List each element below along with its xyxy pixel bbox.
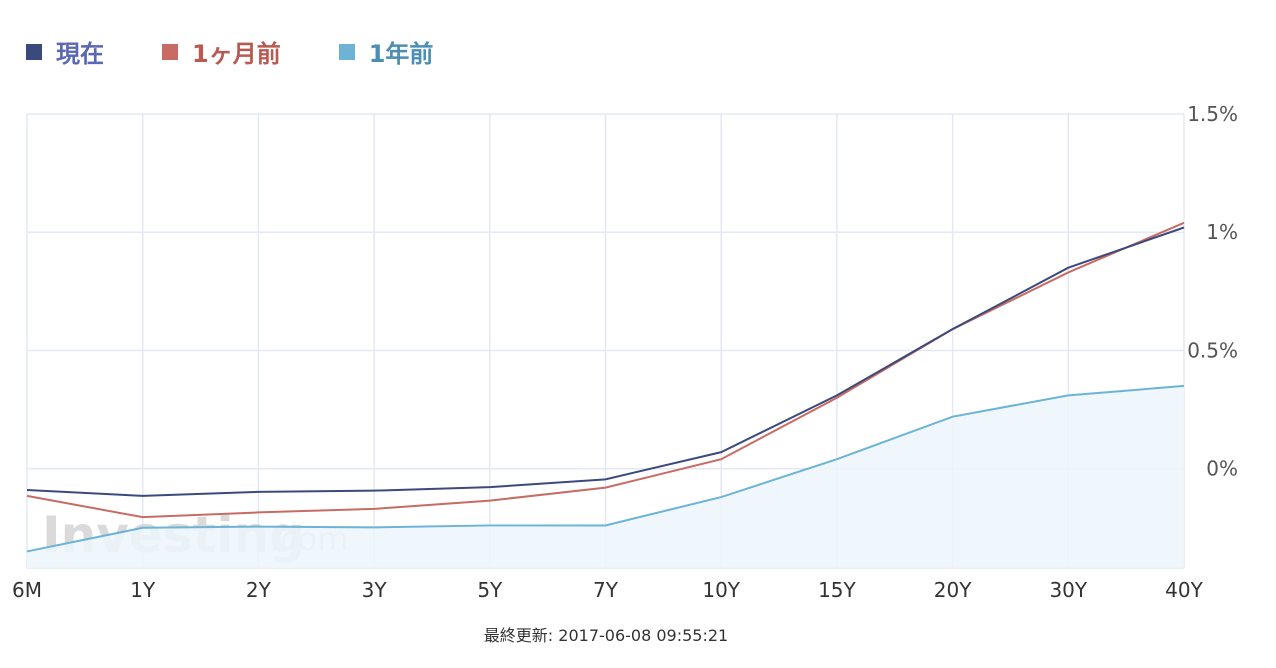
last-updated-value: 2017-06-08 09:55:21 bbox=[558, 626, 729, 645]
chart-legend: 現在 1ヶ月前 1年前 bbox=[26, 34, 491, 69]
x-tick-label-5y: 5Y bbox=[477, 578, 503, 602]
y-tick-label: 1.5% bbox=[1187, 102, 1238, 126]
legend-swatch-1-year-ago bbox=[338, 43, 355, 60]
legend-swatch-current bbox=[26, 43, 42, 60]
legend-item-current[interactable]: 現在 bbox=[26, 34, 104, 69]
x-tick-label-40y: 40Y bbox=[1165, 578, 1203, 602]
x-tick-label-3y: 3Y bbox=[362, 578, 388, 602]
legend-label-1-year-ago: 1年前 bbox=[368, 40, 434, 68]
series-area-fill-2 bbox=[27, 385, 1184, 568]
y-tick-label: 0% bbox=[1206, 457, 1238, 481]
x-tick-label-1y: 1Y bbox=[130, 578, 156, 602]
last-updated-label: 最終更新: bbox=[483, 626, 554, 645]
last-updated: 最終更新: 2017-06-08 09:55:21 bbox=[0, 622, 1212, 646]
series-lines bbox=[26, 221, 1185, 553]
y-tick-label: 0.5% bbox=[1187, 338, 1238, 362]
x-tick-label-30y: 30Y bbox=[1049, 578, 1087, 602]
x-tick-label-2y: 2Y bbox=[246, 578, 272, 602]
legend-label-current: 現在 bbox=[56, 40, 104, 68]
legend-label-1-month-ago: 1ヶ月前 bbox=[192, 40, 281, 68]
legend-item-1-month-ago[interactable]: 1ヶ月前 bbox=[162, 34, 281, 69]
x-tick-label-10y: 10Y bbox=[702, 578, 740, 602]
x-axis-tick-labels: 6M 1Y 2Y 3Y 5Y 7Y 10Y 15Y 20Y 30Y 40Y bbox=[12, 578, 1204, 602]
x-tick-label-15y: 15Y bbox=[818, 578, 856, 602]
x-tick-label-20y: 20Y bbox=[934, 578, 972, 602]
x-tick-label-7y: 7Y bbox=[593, 578, 619, 602]
y-tick-label: 1% bbox=[1206, 220, 1238, 244]
y-axis-tick-labels: 1.5% 1% 0.5% 0% bbox=[1187, 102, 1238, 481]
series-area bbox=[27, 385, 1184, 568]
legend-item-1-year-ago[interactable]: 1年前 bbox=[338, 34, 434, 69]
legend-swatch-1-month-ago bbox=[162, 43, 178, 60]
x-tick-label-6m: 6M bbox=[12, 578, 42, 602]
